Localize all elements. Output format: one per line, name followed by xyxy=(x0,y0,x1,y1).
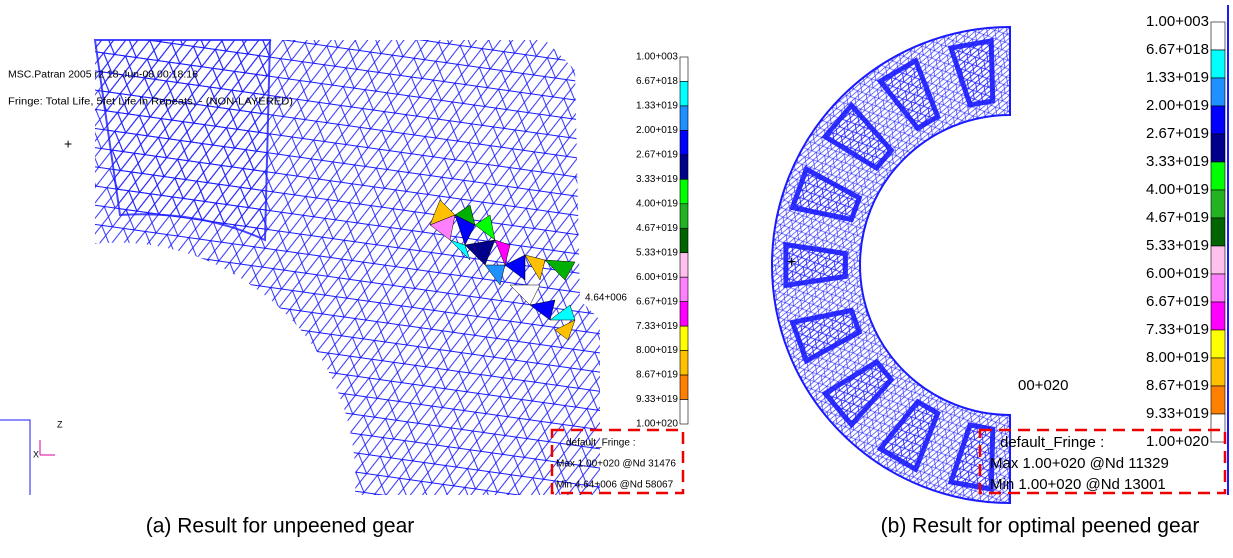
legend-swatch xyxy=(680,400,688,424)
fringe-text: Min 4.64+006 @Nd 58067 xyxy=(556,480,674,491)
legend-label: 2.00+019 xyxy=(1146,97,1209,114)
legend-label: 3.33+019 xyxy=(636,174,678,185)
legend-swatch xyxy=(680,179,688,203)
header-text: Fringe: Total Life, 5fet Life in Repeats… xyxy=(8,97,293,108)
legend-swatch xyxy=(1211,22,1225,50)
legend-label: 1.00+020 xyxy=(1146,433,1209,450)
legend-label: 2.00+019 xyxy=(636,125,678,136)
legend-swatch xyxy=(1211,106,1225,134)
legend-label: 1.33+019 xyxy=(1146,69,1209,86)
legend-swatch xyxy=(1211,246,1225,274)
legend-swatch xyxy=(1211,50,1225,78)
legend-swatch xyxy=(1211,190,1225,218)
legend-label: 9.33+019 xyxy=(636,394,678,405)
legend-swatch xyxy=(680,302,688,326)
legend-swatch xyxy=(680,155,688,179)
legend-label: 1.00+003 xyxy=(1146,13,1209,30)
legend-label: 5.33+019 xyxy=(1146,237,1209,254)
triad-label: Z xyxy=(57,419,63,429)
legend-swatch xyxy=(680,228,688,252)
origin-mark: + xyxy=(64,136,72,152)
legend-swatch xyxy=(680,326,688,350)
legend-swatch xyxy=(680,81,688,105)
legend-label: 5.33+019 xyxy=(636,247,678,258)
triad-label: X xyxy=(33,449,39,459)
legend-swatch xyxy=(1211,274,1225,302)
legend-label: 9.33+019 xyxy=(1146,405,1209,422)
origin-mark: + xyxy=(787,254,796,271)
fringe-text: Max 1.00+020 @Nd 11329 xyxy=(990,455,1169,472)
legend-swatch xyxy=(680,375,688,399)
fringe-text: Max 1.00+020 @Nd 31476 xyxy=(556,459,676,470)
legend-label: 6.67+018 xyxy=(636,76,678,87)
caption: (b) Result for optimal peened gear xyxy=(881,515,1200,538)
annotation: 00+020 xyxy=(1018,377,1068,394)
legend-label: 2.67+019 xyxy=(1146,125,1209,142)
fringe-text: default_Fringe : xyxy=(566,438,636,449)
legend-swatch xyxy=(1211,134,1225,162)
legend-swatch xyxy=(680,277,688,301)
legend-swatch xyxy=(680,204,688,228)
legend-swatch xyxy=(1211,330,1225,358)
legend-label: 6.67+018 xyxy=(1146,41,1209,58)
legend-label: 6.67+019 xyxy=(636,296,678,307)
legend-swatch xyxy=(680,253,688,277)
figure: + + MSC.Patran 2005 r2 18-Jun-08 00:18:1… xyxy=(0,0,1233,553)
legend-label: 8.00+019 xyxy=(1146,349,1209,366)
legend-swatch xyxy=(680,130,688,154)
legend-swatch xyxy=(1211,78,1225,106)
legend-label: 2.67+019 xyxy=(636,150,678,161)
page: + + MSC.Patran 2005 r2 18-Jun-08 00:18:1… xyxy=(0,0,1233,558)
mesh-a: + xyxy=(0,40,600,495)
legend-swatch xyxy=(1211,386,1225,414)
legend-label: 6.67+019 xyxy=(1146,293,1209,310)
legend-label: 8.00+019 xyxy=(636,345,678,356)
legend-label: 6.00+019 xyxy=(636,272,678,283)
legend-label: 7.33+019 xyxy=(1146,321,1209,338)
legend-label: 4.00+019 xyxy=(636,198,678,209)
legend-swatch xyxy=(1211,302,1225,330)
legend-swatch xyxy=(680,106,688,130)
annotation: 4.64+006 xyxy=(585,293,627,304)
legend-label: 1.00+020 xyxy=(636,419,678,430)
fringe-text: Min 1.00+020 @Nd 13001 xyxy=(990,476,1166,493)
legend-label: 7.33+019 xyxy=(636,321,678,332)
legend-label: 3.33+019 xyxy=(1146,153,1209,170)
legend-label: 1.00+003 xyxy=(636,52,678,63)
legend-label: 4.67+019 xyxy=(1146,209,1209,226)
legend-label: 6.00+019 xyxy=(1146,265,1209,282)
legend-label: 8.67+019 xyxy=(636,370,678,381)
header-text: MSC.Patran 2005 r2 18-Jun-08 00:18:16 xyxy=(8,70,198,81)
legend-swatch xyxy=(1211,218,1225,246)
legend-swatch xyxy=(1211,414,1225,442)
caption: (a) Result for unpeened gear xyxy=(146,515,415,538)
fringe-text: default_Fringe : xyxy=(1000,434,1104,451)
legend-swatch xyxy=(680,57,688,81)
legend-label: 4.67+019 xyxy=(636,223,678,234)
legend-swatch xyxy=(1211,358,1225,386)
legend-label: 1.33+019 xyxy=(636,101,678,112)
legend-swatch xyxy=(1211,162,1225,190)
legend-label: 4.00+019 xyxy=(1146,181,1209,198)
legend-label: 8.67+019 xyxy=(1146,377,1209,394)
legend-swatch xyxy=(680,351,688,375)
